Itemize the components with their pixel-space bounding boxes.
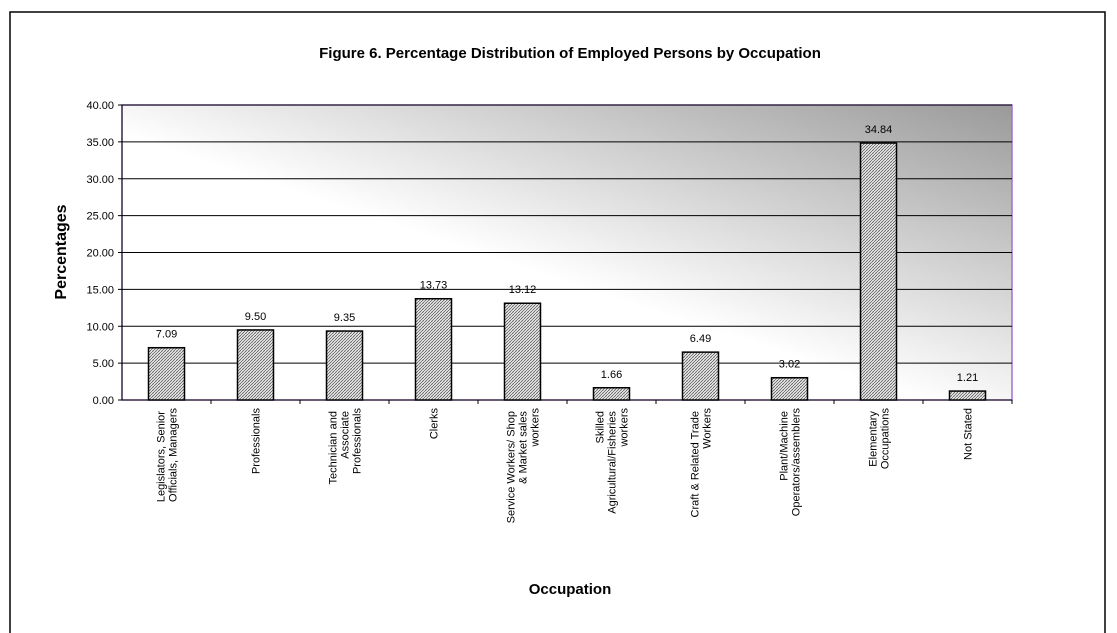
- y-tick-label: 25.00: [86, 211, 114, 223]
- x-axis-label: Occupation: [529, 581, 612, 598]
- x-tick-label: Craft & Related Trade Workers: [690, 408, 714, 518]
- bar: [147, 346, 186, 401]
- y-tick-label: 35.00: [86, 137, 114, 149]
- x-tick-label: Clerks: [429, 408, 441, 440]
- value-label: 13.12: [509, 284, 537, 296]
- y-tick-label: 15.00: [86, 284, 114, 296]
- x-tick-label: Elementary Occupations: [868, 408, 892, 470]
- bar: [236, 329, 275, 401]
- y-tick-label: 10.00: [86, 321, 114, 333]
- bar: [325, 330, 364, 401]
- value-label: 3.02: [779, 359, 800, 371]
- y-tick-label: 20.00: [86, 248, 114, 260]
- y-tick-label: 5.00: [93, 358, 114, 370]
- bar: [948, 390, 987, 401]
- value-label: 7.09: [156, 329, 177, 341]
- value-label: 1.21: [957, 372, 978, 384]
- value-label: 34.84: [865, 124, 893, 136]
- y-tick-label: 40.00: [86, 100, 114, 112]
- bar: [592, 387, 631, 401]
- bar: [859, 142, 898, 401]
- value-label: 9.35: [334, 312, 355, 324]
- x-tick-label: Legislators, Senior Officials, Managers: [156, 408, 180, 503]
- x-tick-label: Skilled Agricultural/Fisheries workers: [595, 408, 631, 514]
- x-tick-label: Professionals: [251, 408, 263, 475]
- x-tick-label: Service Workers/ Shop & Market sales wor…: [506, 408, 542, 524]
- value-label: 1.66: [601, 369, 622, 381]
- bar: [681, 351, 720, 401]
- chart-title: Figure 6. Percentage Distribution of Emp…: [319, 45, 821, 62]
- x-tick-label: Not Stated: [963, 408, 975, 460]
- bar: [414, 297, 453, 401]
- bar: [770, 376, 809, 401]
- value-label: 13.73: [420, 280, 448, 292]
- x-tick-label: Plant/Machine Operators/assemblers: [779, 408, 803, 517]
- bar: [503, 302, 542, 401]
- y-axis-label: Percentages: [53, 204, 70, 299]
- y-tick-label: 30.00: [86, 174, 114, 186]
- x-tick-label: Technician and Associate Professionals: [328, 408, 364, 485]
- value-label: 9.50: [245, 311, 266, 323]
- y-tick-label: 0.00: [93, 395, 114, 407]
- value-label: 6.49: [690, 333, 711, 345]
